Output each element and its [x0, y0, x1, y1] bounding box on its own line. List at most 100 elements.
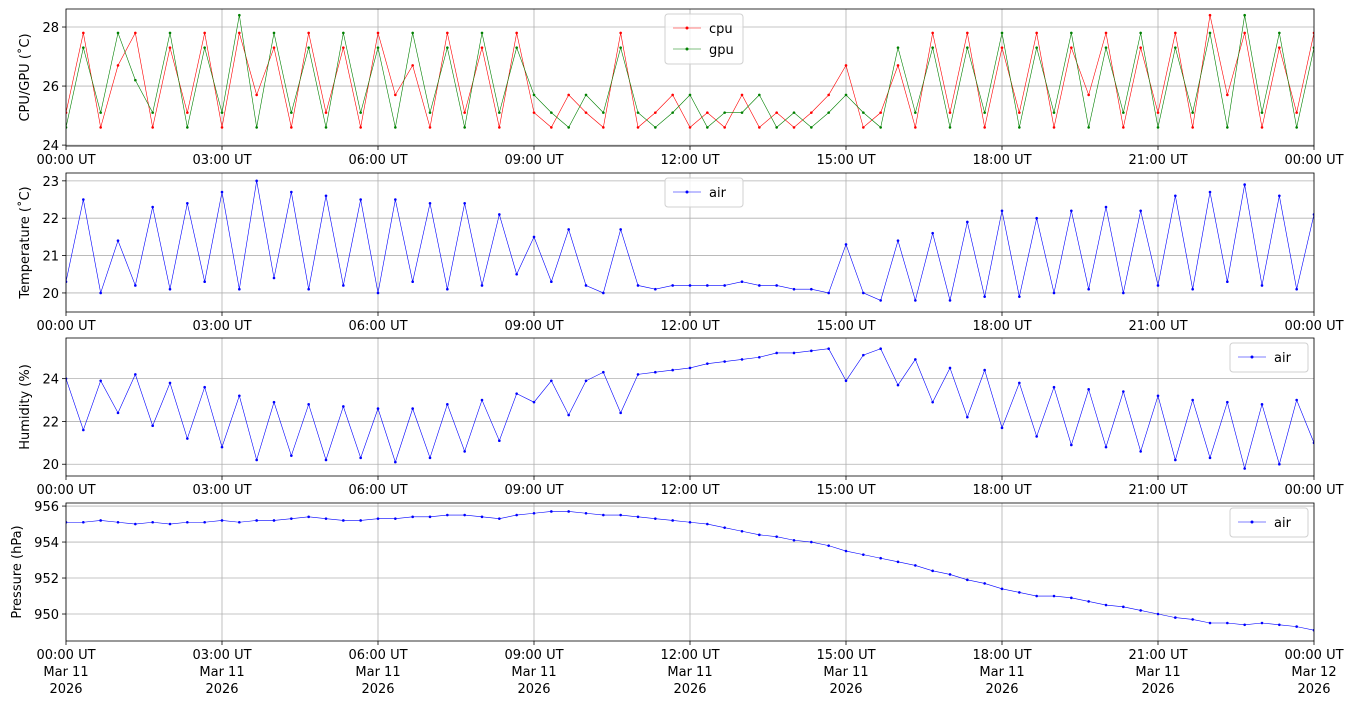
- data-point: [602, 513, 605, 517]
- data-point: [775, 535, 778, 538]
- data-point: [1208, 621, 1212, 625]
- x-tick-label: 15:00 UT: [816, 483, 875, 498]
- data-point: [584, 93, 588, 97]
- data-point: [307, 46, 310, 49]
- tick-line: 00:00 UT: [1284, 648, 1343, 663]
- data-point: [134, 31, 137, 35]
- data-point: [1139, 31, 1142, 35]
- tick-line: Mar 11: [979, 665, 1024, 680]
- data-point: [498, 213, 501, 216]
- x-tick-label: 09:00 UT: [504, 319, 563, 334]
- data-point: [1035, 594, 1038, 598]
- data-point: [688, 126, 692, 129]
- data-point: [1070, 443, 1073, 447]
- data-point: [914, 126, 917, 129]
- data-point: [584, 511, 588, 515]
- data-point: [1260, 126, 1264, 129]
- data-point: [203, 520, 206, 524]
- x-tick-label: 06:00 UT: [348, 319, 407, 334]
- x-tick-label: 06:00 UT Mar 11 2026: [348, 648, 407, 697]
- x-tick-label: 12:00 UT: [660, 153, 719, 168]
- data-point: [116, 31, 120, 35]
- data-point: [99, 291, 102, 295]
- data-point: [688, 366, 692, 370]
- data-point: [324, 194, 328, 198]
- tick-line: 09:00 UT: [504, 648, 563, 663]
- data-point: [862, 291, 865, 295]
- data-point: [1191, 287, 1194, 291]
- data-point: [411, 407, 414, 410]
- legend-box: [1229, 507, 1309, 538]
- data-point: [1070, 46, 1073, 49]
- data-point: [896, 64, 900, 67]
- data-point: [723, 111, 726, 114]
- data-point: [411, 31, 414, 35]
- data-point: [151, 126, 154, 129]
- data-point: [1018, 111, 1021, 114]
- data-point: [411, 280, 414, 284]
- data-point: [186, 520, 189, 524]
- data-point: [1122, 126, 1125, 129]
- data-point: [584, 284, 588, 287]
- data-point: [1156, 612, 1160, 616]
- legend-label: air: [1274, 516, 1292, 531]
- data-point: [1295, 126, 1298, 129]
- data-point: [203, 46, 206, 49]
- legend: air: [664, 177, 744, 208]
- data-point: [966, 31, 969, 35]
- data-point: [688, 284, 692, 287]
- data-point: [238, 394, 241, 398]
- data-point: [914, 564, 917, 567]
- data-point: [1208, 31, 1212, 35]
- y-tick-label: 22: [42, 212, 59, 227]
- data-point: [238, 13, 241, 17]
- legend-marker: [685, 47, 689, 51]
- x-tick-label: 06:00 UT: [348, 483, 407, 498]
- data-point: [740, 529, 744, 533]
- data-point: [342, 284, 345, 287]
- data-point: [1278, 462, 1281, 466]
- data-point: [428, 111, 432, 114]
- tick-line: Mar 11: [355, 665, 400, 680]
- legend: air: [1229, 342, 1309, 373]
- data-point: [480, 398, 484, 402]
- data-point: [220, 190, 224, 194]
- tick-line: Mar 11: [511, 665, 556, 680]
- data-point: [82, 428, 85, 432]
- data-point: [931, 46, 934, 49]
- data-point: [1295, 625, 1298, 628]
- data-point: [602, 370, 605, 374]
- data-point: [723, 126, 726, 129]
- data-point: [342, 405, 345, 408]
- data-point: [151, 520, 154, 524]
- data-point: [654, 111, 657, 114]
- data-point: [862, 111, 865, 114]
- data-point: [1243, 623, 1246, 627]
- data-point: [446, 46, 449, 49]
- data-point: [515, 31, 518, 35]
- data-point: [255, 93, 258, 97]
- data-point: [758, 533, 761, 537]
- tick-line: 06:00 UT: [348, 648, 407, 663]
- y-tick-label: 950: [34, 608, 59, 623]
- data-point: [844, 549, 848, 553]
- y-tick-label: 20: [42, 458, 59, 473]
- data-point: [1052, 111, 1056, 114]
- data-point: [584, 379, 588, 383]
- tick-line: 2026: [49, 682, 82, 697]
- data-point: [255, 179, 258, 183]
- data-point: [1087, 388, 1090, 391]
- data-point: [966, 220, 969, 224]
- y-tick-label: 24: [42, 139, 59, 154]
- data-point: [255, 519, 258, 522]
- data-point: [463, 201, 466, 205]
- x-tick-label: 09:00 UT Mar 11 2026: [504, 648, 563, 697]
- tick-line: 21:00 UT: [1128, 648, 1187, 663]
- data-point: [654, 370, 657, 374]
- data-point: [116, 411, 120, 415]
- data-point: [446, 403, 449, 406]
- data-point: [324, 517, 328, 520]
- data-point: [948, 366, 952, 370]
- data-point: [151, 205, 154, 209]
- data-point: [238, 520, 241, 524]
